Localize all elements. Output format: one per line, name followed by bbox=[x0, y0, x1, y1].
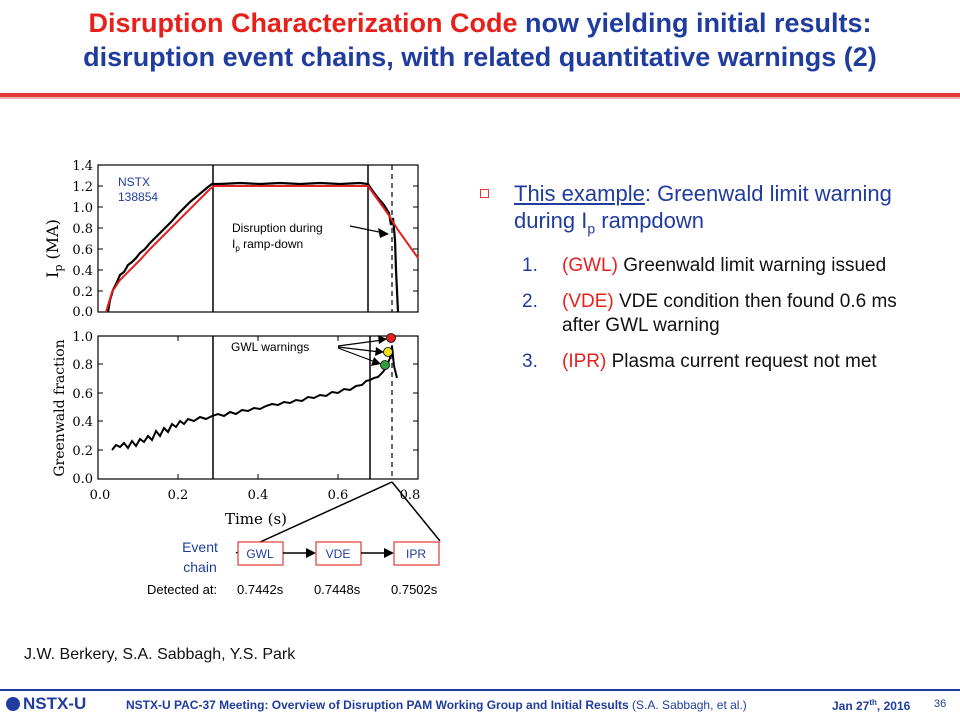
top-ytick-label: 0.4 bbox=[72, 264, 93, 279]
gwl-warning-marker-yellow bbox=[383, 347, 393, 357]
footer-meeting-title: NSTX-U PAC-37 Meeting: Overview of Disru… bbox=[126, 698, 747, 712]
gwl-warning-marker-green bbox=[380, 360, 390, 370]
bullet-number: 2. bbox=[522, 291, 538, 313]
bullet-text: Greenwald limit warning issued bbox=[617, 255, 887, 277]
bullet-item-1: 1. (GWL) Greenwald limit warning issued bbox=[476, 254, 936, 278]
title-divider-shadow bbox=[0, 97, 960, 99]
title-line2: disruption event chains, with related qu… bbox=[83, 42, 877, 72]
bullet-item-2: 2. (VDE) VDE condition then found 0.6 ms… bbox=[476, 290, 936, 338]
detected-time-gwl: 0.7442s bbox=[237, 582, 284, 597]
footer-date-sup: th bbox=[869, 698, 877, 707]
footer-date-year: , 2016 bbox=[876, 699, 911, 713]
detected-time-ipr: 0.7502s bbox=[391, 582, 438, 597]
bottom-plot-ticks bbox=[98, 335, 418, 479]
event-chain-label-line2: chain bbox=[183, 559, 216, 575]
detected-time-vde: 0.7448s bbox=[314, 582, 361, 597]
event-arrow-head-vde-ipr bbox=[384, 548, 394, 558]
slide-title: Disruption Characterization Code now yie… bbox=[0, 6, 960, 74]
authors-credit: J.W. Berkery, S.A. Sabbagh, Y.S. Park bbox=[24, 646, 296, 663]
bullet-main-text: : Greenwald limit warning during I bbox=[514, 181, 892, 233]
gwl-warnings-annotation: GWL warnings bbox=[231, 340, 309, 354]
bullet-item-3: 3. (IPR) Plasma current request not met bbox=[476, 350, 936, 374]
bullet-list: This example: Greenwald limit warning du… bbox=[476, 180, 936, 374]
footer-authors: (S.A. Sabbagh, et al.) bbox=[628, 698, 747, 712]
event-chain-label-line1: Event bbox=[182, 539, 218, 555]
bottom-ytick-label: 0.8 bbox=[72, 358, 93, 373]
top-plot-yticks bbox=[98, 164, 418, 292]
bullet-number: 3. bbox=[522, 351, 538, 373]
footer-date-main: Jan 27 bbox=[832, 699, 870, 713]
disruption-arrow-line bbox=[349, 225, 385, 234]
xtick-label: 0.2 bbox=[168, 488, 189, 503]
bullet-main-end: rampdown bbox=[595, 208, 705, 233]
xtick-label: 0.4 bbox=[248, 488, 269, 503]
event-box-gwl-label: GWL bbox=[246, 547, 274, 561]
bullet-abbr: (VDE) bbox=[562, 291, 614, 313]
event-chain-connector-right bbox=[391, 481, 441, 542]
bottom-plot-ylabel: Greenwald fraction bbox=[52, 339, 68, 476]
title-line1-rest: now yielding initial results: bbox=[517, 8, 872, 38]
shot-label-number: 138854 bbox=[118, 190, 158, 204]
title-highlight: Disruption Characterization Code bbox=[88, 8, 518, 38]
logo-globe-icon bbox=[6, 697, 20, 711]
disruption-annotation-line2: Ip ramp-down bbox=[232, 237, 303, 253]
detected-at-label: Detected at: bbox=[147, 582, 217, 597]
event-box-ipr bbox=[393, 541, 440, 566]
bullet-main-underlined: This example bbox=[514, 181, 645, 206]
x-axis-label: Time (s) bbox=[225, 510, 287, 528]
event-chain-connector-left bbox=[235, 481, 393, 554]
xtick-label: 0.6 bbox=[328, 488, 349, 503]
xtick-label: 0.0 bbox=[90, 488, 111, 503]
bullet-text: VDE condition then found 0.6 ms after GW… bbox=[562, 291, 897, 337]
top-plot-frame bbox=[97, 164, 419, 313]
top-plot-ylabel: Ip (MA) bbox=[43, 219, 65, 278]
page-number: 36 bbox=[934, 698, 947, 710]
top-ytick-label: 1.2 bbox=[72, 180, 93, 195]
bullet-number: 1. bbox=[522, 255, 538, 277]
gwl-warning-marker-red bbox=[386, 333, 396, 343]
bullet-main: This example: Greenwald limit warning du… bbox=[476, 180, 936, 242]
logo-text: NSTX-U bbox=[23, 694, 87, 713]
top-ytick-label: 1.0 bbox=[72, 201, 93, 216]
event-box-ipr-label: IPR bbox=[406, 547, 426, 561]
shot-label-nstx: NSTX bbox=[118, 175, 150, 189]
footer-date: Jan 27th, 2016 bbox=[832, 698, 910, 713]
bottom-ytick-label: 0.4 bbox=[72, 415, 93, 430]
disruption-arrow-head bbox=[378, 228, 389, 238]
disruption-annotation-line1: Disruption during bbox=[232, 221, 323, 235]
bottom-ytick-label: 1.0 bbox=[72, 330, 93, 345]
nstx-u-logo: NSTX-U bbox=[6, 694, 86, 714]
event-box-vde-label: VDE bbox=[326, 547, 351, 561]
square-bullet-icon bbox=[480, 189, 489, 198]
bottom-ytick-label: 0.6 bbox=[72, 387, 93, 402]
footer-divider bbox=[0, 689, 960, 691]
bullet-abbr: (IPR) bbox=[562, 351, 607, 373]
title-divider bbox=[0, 93, 960, 97]
top-ytick-label: 0.8 bbox=[72, 222, 93, 237]
bullet-text: Plasma current request not met bbox=[606, 351, 877, 373]
top-ytick-label: 1.4 bbox=[72, 159, 93, 174]
top-ytick-label: 0.0 bbox=[72, 305, 93, 320]
gwl-warnings-arrows bbox=[337, 335, 387, 366]
bottom-ytick-label: 0.0 bbox=[72, 472, 93, 487]
bullet-main-sub: p bbox=[587, 220, 596, 237]
top-ytick-label: 0.2 bbox=[72, 285, 93, 300]
footer-meeting: NSTX-U PAC-37 Meeting: Overview of Disru… bbox=[126, 698, 629, 712]
event-arrow-head-gwl-vde bbox=[306, 548, 316, 558]
xtick-label: 0.8 bbox=[400, 488, 421, 503]
bullet-abbr: (GWL) bbox=[562, 255, 618, 277]
greenwald-fraction-trace bbox=[111, 345, 398, 451]
ip-request-trace bbox=[105, 185, 419, 313]
bottom-ytick-label: 0.2 bbox=[72, 444, 93, 459]
top-ytick-label: 0.6 bbox=[72, 243, 93, 258]
ip-measured-trace bbox=[106, 181, 400, 313]
